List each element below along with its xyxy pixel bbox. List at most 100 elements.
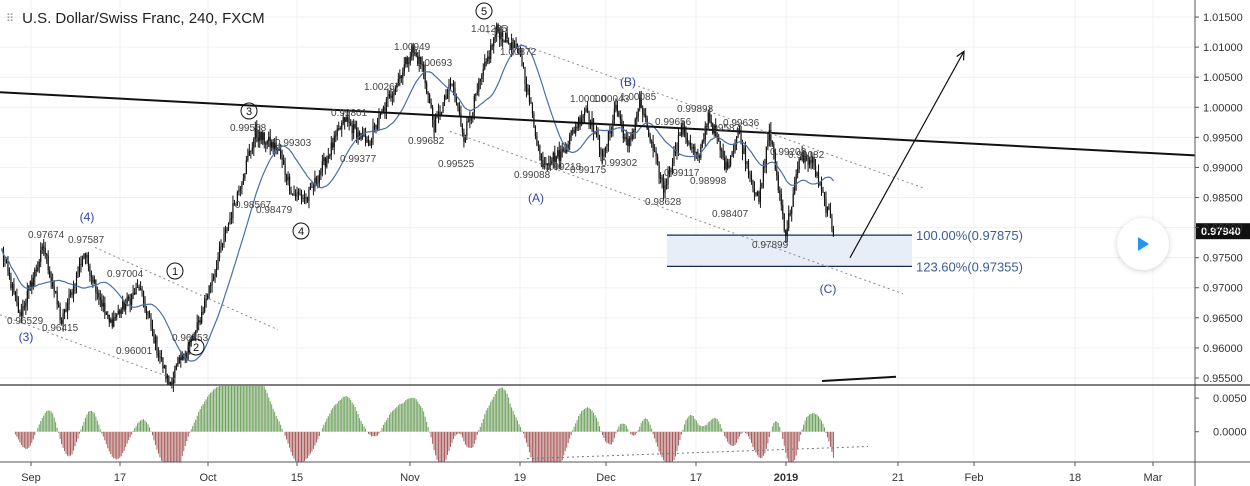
candle-body: [49, 270, 51, 277]
candle-body: [429, 94, 431, 103]
candle-body: [299, 193, 301, 196]
price-annotations: 0.96529 0.97674 0.97587 0.96415 0.96001 0.970…: [7, 24, 1250, 357]
candle-body: [241, 183, 243, 189]
candle-body: [370, 138, 373, 144]
candle-body: [221, 242, 224, 246]
candle-body: [424, 71, 426, 84]
candle-body: [283, 159, 285, 165]
candle-body: [275, 142, 277, 151]
candle-body: [502, 32, 504, 42]
candle-body: [95, 279, 97, 293]
candle-body: [636, 116, 638, 120]
candle-body: [813, 157, 815, 166]
candle-body: [326, 158, 328, 167]
candle-body: [336, 128, 338, 136]
candle-body: [747, 161, 750, 174]
candle-body: [783, 213, 785, 231]
candle-body: [719, 140, 721, 151]
candle-body: [50, 276, 52, 282]
candle-body: [172, 377, 174, 385]
candle-body: [257, 137, 259, 142]
candle-body: [573, 130, 575, 134]
candle-body: [421, 63, 423, 65]
candle-body: [451, 83, 453, 85]
candle-body: [373, 125, 376, 127]
candle-body: [685, 127, 687, 138]
candle-body: [269, 136, 271, 148]
channel-lower: [449, 130, 904, 295]
candle-body: [510, 39, 513, 50]
candle-body: [144, 302, 146, 312]
candle-body: [761, 183, 763, 188]
candle-body: [759, 187, 762, 202]
candle-body: [434, 116, 437, 133]
candle-body: [305, 197, 307, 199]
candle-body: [69, 292, 72, 295]
wave-channel-lower: [0, 314, 176, 380]
candle-body: [113, 317, 115, 327]
candle-body: [643, 114, 645, 116]
play-replay-button[interactable]: [1117, 218, 1169, 270]
candle-body: [552, 152, 554, 161]
candle-body: [321, 161, 323, 172]
candle-body: [482, 68, 484, 76]
candle-body: [756, 191, 759, 196]
wave-circle: [475, 2, 493, 20]
candle-body: [557, 150, 559, 157]
candle-body: [499, 31, 501, 40]
time-tick-label: Dec: [596, 472, 616, 484]
candle-body: [770, 129, 772, 142]
candle-body: [598, 136, 601, 149]
candle-body: [455, 95, 458, 103]
candle-body: [819, 181, 821, 185]
candle-body: [730, 155, 732, 166]
wave-label: 2: [193, 342, 199, 354]
candle-body: [774, 152, 776, 170]
candle-body: [798, 158, 800, 170]
candle-body: [695, 151, 697, 153]
candle-body: [645, 114, 647, 118]
candle-body: [324, 157, 326, 167]
candle-body: [184, 358, 186, 360]
candle-body: [554, 152, 556, 162]
candle-body: [569, 135, 571, 145]
candle-body: [420, 57, 422, 65]
candle-body: [464, 135, 466, 142]
candle-body: [670, 169, 672, 173]
price-tick-label: 0.96000: [1203, 343, 1243, 355]
candle-body: [131, 294, 133, 305]
candle-body: [81, 258, 84, 266]
candle-body: [752, 179, 754, 189]
candle-body: [23, 306, 25, 308]
candle-body: [694, 146, 696, 153]
candle-body: [603, 151, 605, 157]
price-label: 0.97899: [752, 240, 789, 251]
candle-body: [198, 320, 200, 323]
candle-body: [586, 108, 589, 113]
candle-body: [168, 375, 170, 386]
candle-body: [278, 148, 280, 151]
candle-body: [123, 301, 125, 310]
candle-body: [823, 192, 826, 199]
price-tick-label: 0.99500: [1203, 132, 1243, 144]
candle-body: [622, 126, 624, 139]
candle-body: [771, 141, 773, 145]
candle-body: [271, 142, 273, 148]
candle-body: [522, 66, 525, 68]
candle-body: [594, 131, 596, 134]
candle-body: [272, 142, 274, 149]
candle-body: [654, 150, 656, 152]
candle-body: [521, 56, 523, 67]
candle-body: [581, 118, 583, 125]
candle-body: [804, 155, 806, 163]
candle-body: [122, 301, 124, 310]
candle-body: [171, 382, 173, 385]
candle-body: [579, 117, 581, 125]
grip-icon[interactable]: ⠿: [6, 13, 15, 25]
candle-body: [126, 296, 128, 304]
candle-body: [303, 198, 306, 200]
candle-body: [671, 163, 674, 170]
price-label: 0.96529: [7, 316, 44, 327]
candle-body: [300, 195, 303, 199]
